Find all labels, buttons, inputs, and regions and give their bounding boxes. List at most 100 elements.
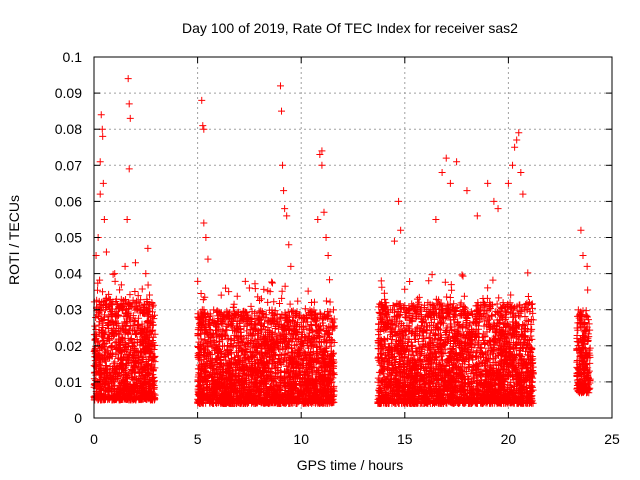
data-point: [146, 396, 154, 404]
data-point: [306, 372, 314, 380]
data-point: [149, 371, 157, 379]
data-point: [101, 366, 109, 374]
data-point: [326, 276, 334, 284]
data-point: [138, 367, 146, 375]
data-point: [241, 277, 249, 285]
data-point: [118, 347, 126, 355]
data-point: [149, 321, 157, 329]
data-point: [151, 395, 159, 403]
data-point: [131, 304, 139, 312]
data-point: [96, 276, 104, 284]
data-point: [130, 317, 138, 325]
data-point: [247, 302, 255, 310]
data-point: [123, 373, 131, 381]
data-point: [150, 353, 158, 361]
data-point: [301, 349, 309, 357]
data-point: [148, 357, 156, 365]
data-point: [105, 290, 113, 298]
data-point: [111, 358, 119, 366]
data-point: [274, 345, 282, 353]
data-point: [102, 362, 110, 370]
data-point: [100, 316, 108, 324]
data-point: [144, 301, 152, 309]
data-point: [149, 333, 157, 341]
data-point: [133, 305, 141, 313]
data-point: [129, 296, 137, 304]
data-point: [217, 309, 225, 317]
data-point: [276, 367, 284, 375]
data-point: [201, 317, 209, 325]
data-point: [140, 364, 148, 372]
data-point: [495, 294, 503, 302]
data-point: [240, 322, 248, 330]
data-point: [116, 286, 124, 294]
data-point: [93, 387, 101, 395]
data-point: [117, 388, 125, 396]
data-point: [194, 277, 202, 285]
data-point: [140, 337, 148, 345]
data-point: [137, 347, 145, 355]
data-point: [131, 362, 139, 370]
data-point: [134, 292, 142, 300]
data-point: [197, 290, 205, 298]
data-point: [425, 277, 433, 285]
data-point: [114, 343, 122, 351]
data-point: [114, 304, 122, 312]
data-point: [100, 333, 108, 341]
data-point: [98, 365, 106, 373]
data-point: [131, 381, 139, 389]
data-point: [322, 297, 330, 305]
data-point: [278, 287, 286, 295]
data-point: [119, 381, 127, 389]
data-point: [325, 323, 333, 331]
data-point: [107, 343, 115, 351]
data-point: [264, 298, 272, 306]
data-point: [130, 376, 138, 384]
data-point: [130, 344, 138, 352]
data-point: [136, 307, 144, 315]
data-point: [151, 341, 159, 349]
data-point: [282, 378, 290, 386]
data-point: [300, 348, 308, 356]
data-point: [310, 298, 318, 306]
data-point: [127, 383, 135, 391]
data-point: [229, 326, 237, 334]
data-point: [95, 312, 103, 320]
data-point: [108, 317, 116, 325]
data-point: [106, 336, 114, 344]
data-point: [146, 307, 154, 315]
data-point: [110, 367, 118, 375]
data-point: [98, 352, 106, 360]
data-point: [294, 297, 302, 305]
data-point: [100, 311, 108, 319]
data-point: [222, 332, 230, 340]
data-point: [290, 353, 298, 361]
data-point: [208, 334, 216, 342]
data-point: [105, 301, 113, 309]
data-point: [146, 349, 154, 357]
data-point: [145, 339, 153, 347]
data-point: [134, 354, 142, 362]
data-point: [94, 350, 102, 358]
data-point: [119, 365, 127, 373]
data-point: [111, 327, 119, 335]
data-point: [133, 299, 141, 307]
data-point: [127, 390, 135, 398]
data-point: [107, 308, 115, 316]
data-point: [111, 386, 119, 394]
data-point: [98, 303, 106, 311]
data-point: [96, 318, 104, 326]
data-point: [95, 360, 103, 368]
data-point: [151, 364, 159, 372]
data-point: [484, 284, 492, 292]
data-point: [441, 278, 449, 286]
data-point: [260, 319, 268, 327]
data-point: [145, 393, 153, 401]
data-point: [108, 342, 116, 350]
data-point: [124, 395, 132, 403]
data-point: [130, 358, 138, 366]
data-point: [228, 343, 236, 351]
data-point: [122, 309, 130, 317]
data-point: [132, 354, 140, 362]
data-point: [127, 368, 135, 376]
